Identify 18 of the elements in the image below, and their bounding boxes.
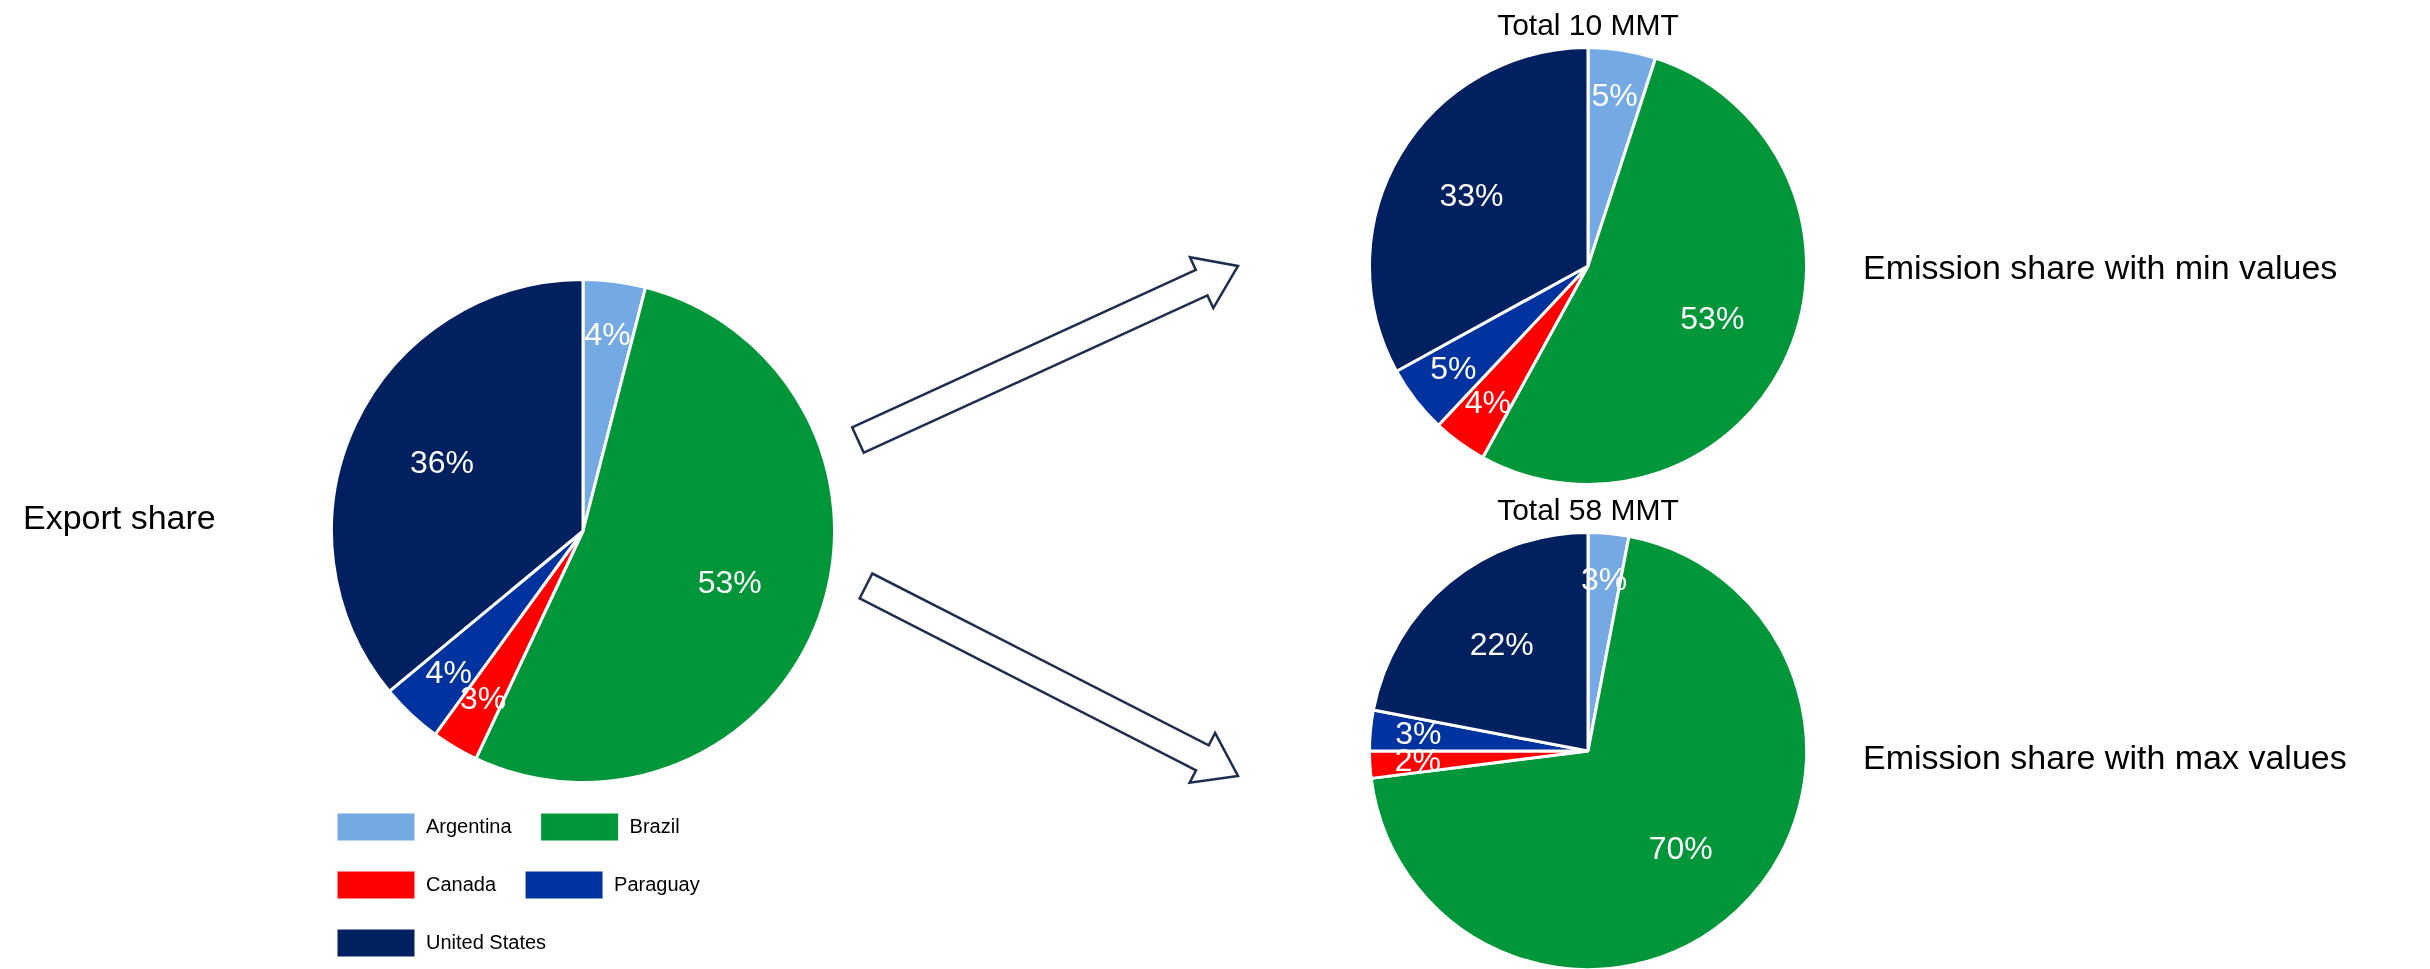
data-label: 53% — [697, 563, 762, 600]
chart-subtitle: Total 10 MMT — [1496, 8, 1680, 42]
text: Emission share with max values — [1863, 738, 2347, 777]
data-label: 53% — [1680, 299, 1745, 336]
data-label: 70% — [1648, 829, 1713, 866]
legend-label: United States — [426, 930, 547, 953]
chart-subtitle: Total 58 MMT — [1496, 493, 1680, 527]
text: Export share — [23, 498, 216, 537]
data-label: 5% — [1591, 77, 1638, 114]
data-label: 4% — [584, 316, 631, 353]
data-label: 33% — [1439, 176, 1504, 213]
data-label: 36% — [409, 444, 474, 481]
legend-label: Argentina — [426, 814, 513, 837]
legend-label: Brazil — [629, 814, 680, 837]
text: Emission share with min values — [1863, 248, 2338, 287]
legend-label: Paraguay — [614, 872, 700, 895]
data-label: 22% — [1469, 626, 1534, 663]
legend-label: Canada — [426, 872, 497, 895]
